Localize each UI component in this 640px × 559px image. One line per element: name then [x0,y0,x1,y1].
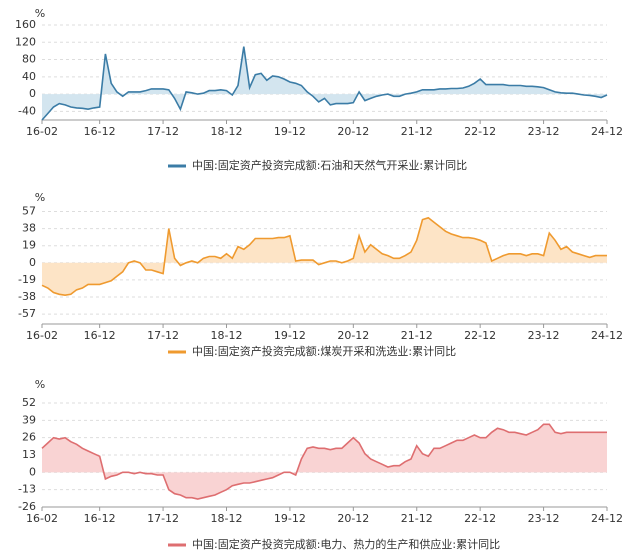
legend-label: 中国:固定资产投资完成额:石油和天然气开采业:累计同比 [192,158,467,172]
x-tick-label: 21-12 [401,125,433,138]
x-tick-label: 24-12 [591,512,623,525]
x-tick-label: 19-12 [274,329,306,342]
x-tick-label: 16-02 [26,512,58,525]
x-tick-label: 20-12 [337,512,369,525]
y-tick-label: 26 [22,431,36,444]
x-tick-label: 20-12 [337,125,369,138]
x-tick-label: 18-12 [211,329,243,342]
y-axis-label: % [35,7,45,20]
x-tick-label: 22-12 [464,329,496,342]
y-tick-label: 57 [22,205,36,218]
y-tick-label: 38 [22,222,36,235]
x-tick-label: 17-12 [147,512,179,525]
x-tick-label: 24-12 [591,125,623,138]
y-tick-label: 39 [22,413,36,426]
x-tick-label: 20-12 [337,329,369,342]
y-tick-label: 13 [22,448,36,461]
y-tick-label: -13 [18,483,36,496]
y-tick-label: 52 [22,396,36,409]
y-axis-label: % [35,191,45,204]
x-tick-label: 22-12 [464,125,496,138]
x-tick-label: 16-12 [84,329,116,342]
y-tick-label: 40 [22,70,36,83]
x-tick-label: 19-12 [274,512,306,525]
x-tick-label: 24-12 [591,329,623,342]
line [41,216,607,297]
y-tick-label: -38 [18,290,36,303]
y-tick-label: 0 [29,87,36,100]
legend-label: 中国:固定资产投资完成额:煤炭开采和洗选业:累计同比 [192,344,456,358]
x-tick-label: 16-02 [26,329,58,342]
x-tick-label: 17-12 [147,329,179,342]
x-tick-label: 19-12 [274,125,306,138]
line [41,46,608,121]
y-tick-label: -26 [18,500,36,513]
x-tick-label: 16-02 [26,125,58,138]
x-tick-label: 18-12 [211,125,243,138]
area [42,217,607,296]
x-tick-label: 23-12 [528,329,560,342]
x-tick-label: 23-12 [528,125,560,138]
y-tick-label: 0 [29,465,36,478]
x-tick-label: 21-12 [401,512,433,525]
x-tick-label: 18-12 [211,512,243,525]
x-tick-label: 22-12 [464,512,496,525]
x-tick-label: 16-12 [84,125,116,138]
y-tick-label: -57 [18,307,36,320]
line [41,423,607,500]
area [42,424,607,499]
y-tick-label: 19 [22,239,36,252]
y-tick-label: 120 [15,35,36,48]
x-tick-label: 17-12 [147,125,179,138]
x-tick-label: 21-12 [401,329,433,342]
y-tick-label: 0 [29,256,36,269]
y-tick-label: -19 [18,273,36,286]
area [42,46,607,120]
x-tick-label: 23-12 [528,512,560,525]
y-tick-label: 80 [22,53,36,66]
x-tick-label: 16-12 [84,512,116,525]
y-tick-label: 160 [15,18,36,31]
y-tick-label: -40 [18,104,36,117]
legend-label: 中国:固定资产投资完成额:电力、热力的生产和供应业:累计同比 [192,537,500,551]
y-axis-label: % [35,378,45,391]
